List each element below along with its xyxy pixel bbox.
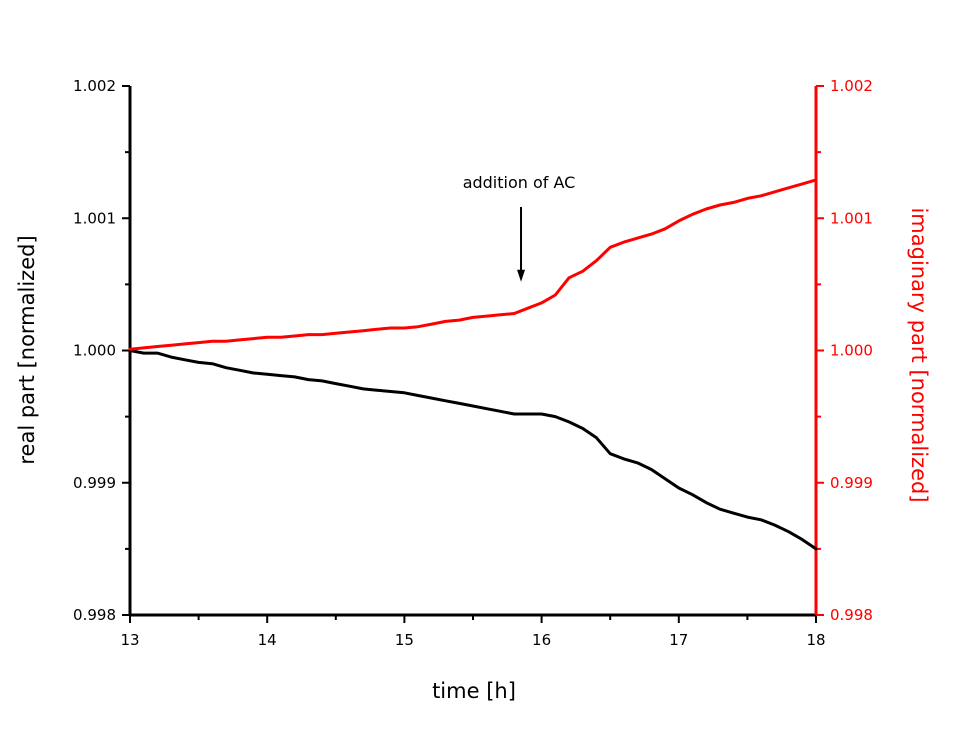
axes: 13 14 15 16 17 18 0.998 0.999 1.000 1.001 1.002 0.9… [73, 77, 873, 649]
y-tick-label: 1.000 [73, 342, 116, 360]
imaginary-part-line [128, 178, 818, 351]
series-group [128, 178, 818, 551]
annotation-group: addition of AC [463, 173, 576, 282]
x-tick-label: 16 [532, 631, 551, 649]
y2-tick-label: 0.998 [830, 606, 873, 624]
x-tick-label: 17 [669, 631, 688, 649]
y2-axis-label: imaginary part [normalized] [907, 207, 931, 502]
y2-tick-label: 0.999 [830, 474, 873, 492]
annotation-text: addition of AC [463, 173, 576, 192]
y-tick-label: 1.001 [73, 209, 116, 227]
y-tick-label: 0.999 [73, 474, 116, 492]
x-tick-label: 15 [395, 631, 414, 649]
y-tick-label: 1.002 [73, 77, 116, 95]
y-tick-label: 0.998 [73, 606, 116, 624]
x-tick-label: 14 [258, 631, 277, 649]
real-part-line [128, 349, 818, 551]
x-axis-label: time [h] [432, 679, 516, 703]
x-tick-label: 13 [120, 631, 139, 649]
annotation-arrow-head [517, 269, 526, 282]
y2-tick-label: 1.002 [830, 77, 873, 95]
y2-tick-label: 1.000 [830, 342, 873, 360]
y2-tick-label: 1.001 [830, 209, 873, 227]
x-tick-label: 18 [806, 631, 825, 649]
y-axis-label: real part [normalized] [15, 235, 39, 464]
